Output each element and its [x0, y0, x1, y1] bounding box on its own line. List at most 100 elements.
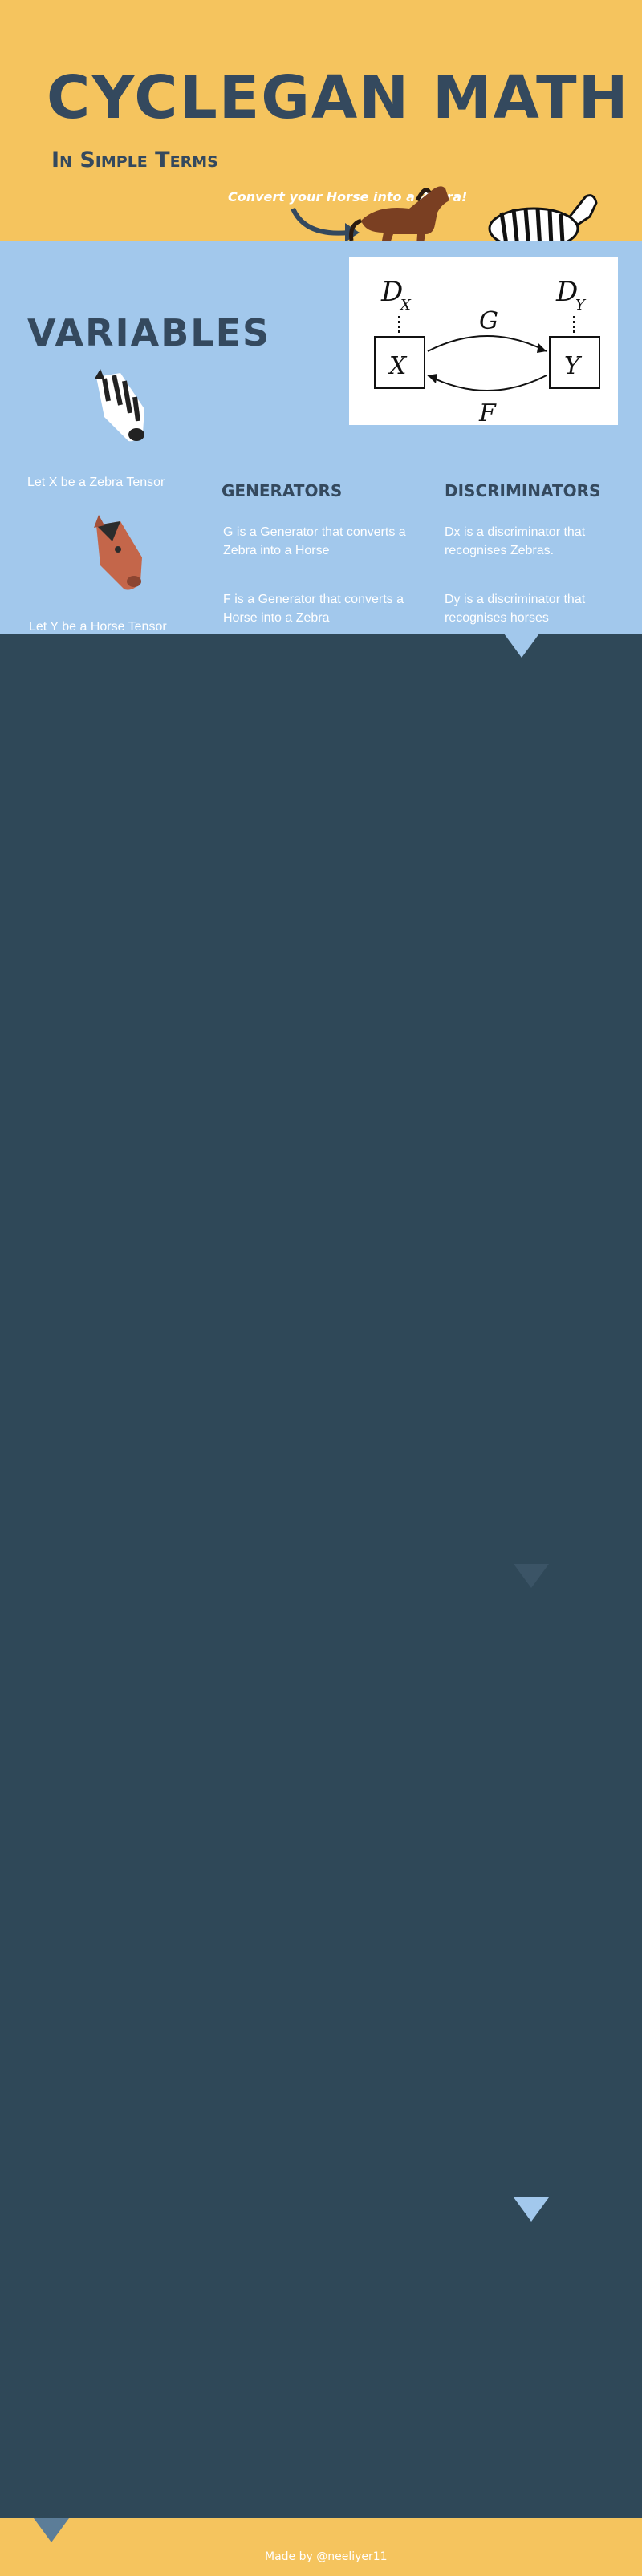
- input-horse-label: Input Horse Tensor: [18, 857, 133, 872]
- diagram-dy: D: [555, 276, 578, 308]
- section-notch-2: [514, 1564, 549, 1588]
- adversarial-right-desc: We take a zebra and turn it into a horse…: [335, 1455, 621, 1507]
- variables-diagram: D X D Y X Y G F: [349, 257, 618, 427]
- footer-credit: Made by @neeliyer11: [265, 2550, 388, 2563]
- step-2-zebra-to-horse: [439, 1871, 597, 1934]
- page-subtitle: In Simple Terms: [51, 148, 218, 172]
- fake-zebra-head: [299, 926, 397, 1056]
- svg-text:X̂: X̂: [486, 734, 498, 749]
- step-2-desc: Pass that Zebra through the Generator to…: [106, 1881, 409, 1915]
- cycle-second-term: 𝔼y∼pdata(y)[‖G(F(y)) − y‖1]: [11, 2125, 185, 2146]
- step-4-label: STEP 4: [18, 2013, 99, 2037]
- split-arrows-icon: [143, 1376, 475, 1425]
- section-notch-4: [34, 2518, 69, 2542]
- cycle-title: CYCLE CONSISTENCY LOSS: [83, 1620, 580, 1657]
- full-objective-desc: Full objective loss function: Sum of Adv…: [348, 2326, 618, 2406]
- full-objective-desc-bold: Full objective loss function:: [348, 2329, 518, 2343]
- horse-head-icon: [94, 515, 142, 590]
- svg-text:D: D: [481, 704, 490, 717]
- gendisc-title-1: GENERATORS AND: [30, 699, 384, 736]
- footer: Made by @neeliyer11: [0, 2518, 642, 2576]
- step-3-horse-to-zebra: [439, 1942, 597, 2005]
- step-1-desc: Get a random zebra from our zebra datase…: [106, 1816, 368, 1831]
- gendisc-title-2: DISCRIMINATORS: [30, 738, 365, 775]
- step-2-label: STEP 2: [18, 1875, 99, 1899]
- compare-label: Compare original horse and newly created…: [156, 1143, 451, 1158]
- adversarial-left-term: 𝔼y∼pdata(y)[log DY(y)]: [69, 1429, 205, 1446]
- header-section: CYCLEGAN MATH In Simple Terms Convert yo…: [0, 0, 642, 276]
- step-3-label: STEP 3: [18, 1947, 99, 1971]
- down-arrow-icon: [50, 877, 92, 922]
- gen-f-text: F is a Generator that converts a Horse i…: [223, 593, 404, 625]
- svg-text:G: G: [531, 717, 540, 730]
- y-caption: Let Y be a Horse Tensor: [29, 620, 167, 634]
- variables-title: VARIABLES: [27, 311, 271, 354]
- svg-text:ŷ: ŷ: [576, 734, 585, 749]
- adversarial-title: ADVERSARIAL LOSS FUNCTION: [74, 1262, 461, 1341]
- variables-section: VARIABLES D X D Y X Y G F: [0, 241, 642, 634]
- svg-text:F: F: [478, 399, 497, 427]
- tagline: Convert your Horse into a Zebra!: [228, 189, 468, 205]
- run-discriminator-label: Run Discriminator on newly created "Zebr…: [223, 884, 389, 917]
- argmin-equation: G*, F* = arg min max ℒ(G, F, DX, DY). G,…: [27, 2452, 361, 2489]
- cycle-second-term-desc: Same steps as above. Except now we start…: [226, 2132, 612, 2149]
- discriminators-heading: DISCRIMINATORS: [445, 481, 601, 500]
- full-title-1: FULL: [32, 2239, 150, 2286]
- step-1-label: STEP 1: [21, 1808, 102, 1832]
- zebra-head-icon: [95, 369, 144, 442]
- page-title: CYCLEGAN MATH: [47, 63, 630, 132]
- diagram-dx-sub: X: [399, 297, 412, 314]
- section-notch-3: [514, 2197, 549, 2222]
- cycle-first-term: 𝔼x∼pdata(x)[‖F(G(x)) − x‖1]: [11, 1761, 184, 1779]
- right-arrow-icon-2: [407, 975, 473, 1002]
- input-horse-head: [74, 930, 173, 1056]
- reconstructed-horse-head: [511, 930, 610, 1056]
- gendisc-section: GENERATORS AND DISCRIMINATORS How do we …: [0, 634, 642, 1219]
- svg-text:Y: Y: [564, 352, 583, 380]
- svg-text:cycle-consistency loss: cycle-consistency loss: [547, 782, 628, 790]
- disc-x-text: Dx is a discriminator that recognises Ze…: [445, 525, 586, 557]
- cycle-main-equation: ℒcyc(G, F) = 𝔼x∼pdata(x)[‖F(G(x)) − x‖1]…: [167, 1683, 488, 1740]
- convert-fake-zebra-label: Convert horse into a fake zebra: [144, 1070, 268, 1104]
- step-2-math: G(x): [22, 1902, 59, 1921]
- svg-text:X: X: [388, 352, 408, 380]
- full-objective-equation: ℒ(G, F, DX, DY) = ℒGAN(G, DY, X, Y) + ℒG…: [27, 2339, 328, 2428]
- adversarial-left-desc: Measures the ability of the discriminato…: [19, 1455, 275, 1488]
- step-3-desc: Pass that Generated Horse through anothe…: [106, 1954, 372, 1987]
- cycle-first-term-desc: This equation in steps:: [226, 1763, 364, 1778]
- svg-text:Y: Y: [499, 773, 508, 786]
- step-1-math: x∼pdata(x): [18, 1835, 80, 1849]
- x-caption: Let X be a Zebra Tensor: [27, 476, 165, 489]
- full-title-2: OBJECTIVE: [32, 2284, 284, 2331]
- step-3-math: F(G(x)): [14, 1975, 69, 1993]
- zebra-dataset-image: [482, 1788, 610, 1861]
- diagram-dy-sub: Y: [575, 297, 587, 314]
- full-objective-desc-rest: Sum of Adversarial loss function and cyc…: [348, 2329, 616, 2403]
- gendisc-question: How do we convert a horse into a Zebra?: [30, 801, 289, 838]
- convert-fake-horse-label: Convert fake zebra into a horse: [401, 1070, 517, 1104]
- generators-heading: GENERATORS: [221, 481, 343, 500]
- step-4-desc: Compare the Zebra created in step 3 with…: [101, 2016, 596, 2050]
- brown-horse-illustration: [349, 186, 449, 257]
- step-4-math: ‖F(G(x)) − x‖1: [6, 2039, 79, 2052]
- saved-label: Generators and Discriminators are saved …: [96, 1177, 506, 1193]
- gen-g-text: G is a Generator that converts a Zebra i…: [223, 525, 406, 557]
- cycle-section: CYCLE CONSISTENCY LOSS ℒcyc(G, F) = 𝔼x∼p…: [0, 1564, 642, 2197]
- diagram-dx: D: [380, 276, 403, 308]
- full-objective-section: FULL OBJECTIVE ℒ(G, F, DX, DY) = ℒGAN(G,…: [0, 2197, 642, 2542]
- full-objective-desc-2: We try to maximise the capability of the…: [348, 2443, 584, 2497]
- svg-text:X: X: [402, 773, 412, 786]
- adversarial-section: ADVERSARIAL LOSS FUNCTION ℒGAN(G, DY, X,…: [0, 1219, 642, 1564]
- svg-text:(c): (c): [495, 849, 507, 859]
- section-notch: [504, 634, 539, 658]
- svg-text:F: F: [449, 755, 458, 768]
- compare-loop-arrow: [55, 1067, 596, 1145]
- svg-text:G: G: [479, 307, 498, 335]
- disc-y-text: Dy is a discriminator that recognises ho…: [445, 593, 586, 625]
- adversarial-right-term: 𝔼x∼pdata(x)[log(1 − DY(G(x))]: [388, 1429, 563, 1446]
- svg-text:X: X: [490, 711, 496, 719]
- adversarial-main-equation: ℒGAN(G, DY, X, Y) = 𝔼y∼pdata(y)[log DY(y…: [193, 1354, 448, 1399]
- right-arrow-icon-1: [195, 975, 262, 1002]
- svg-text:y: y: [402, 734, 411, 749]
- gendisc-diagram: y X̂ ŷ D X F G X Y cycle-consistency los…: [379, 698, 628, 862]
